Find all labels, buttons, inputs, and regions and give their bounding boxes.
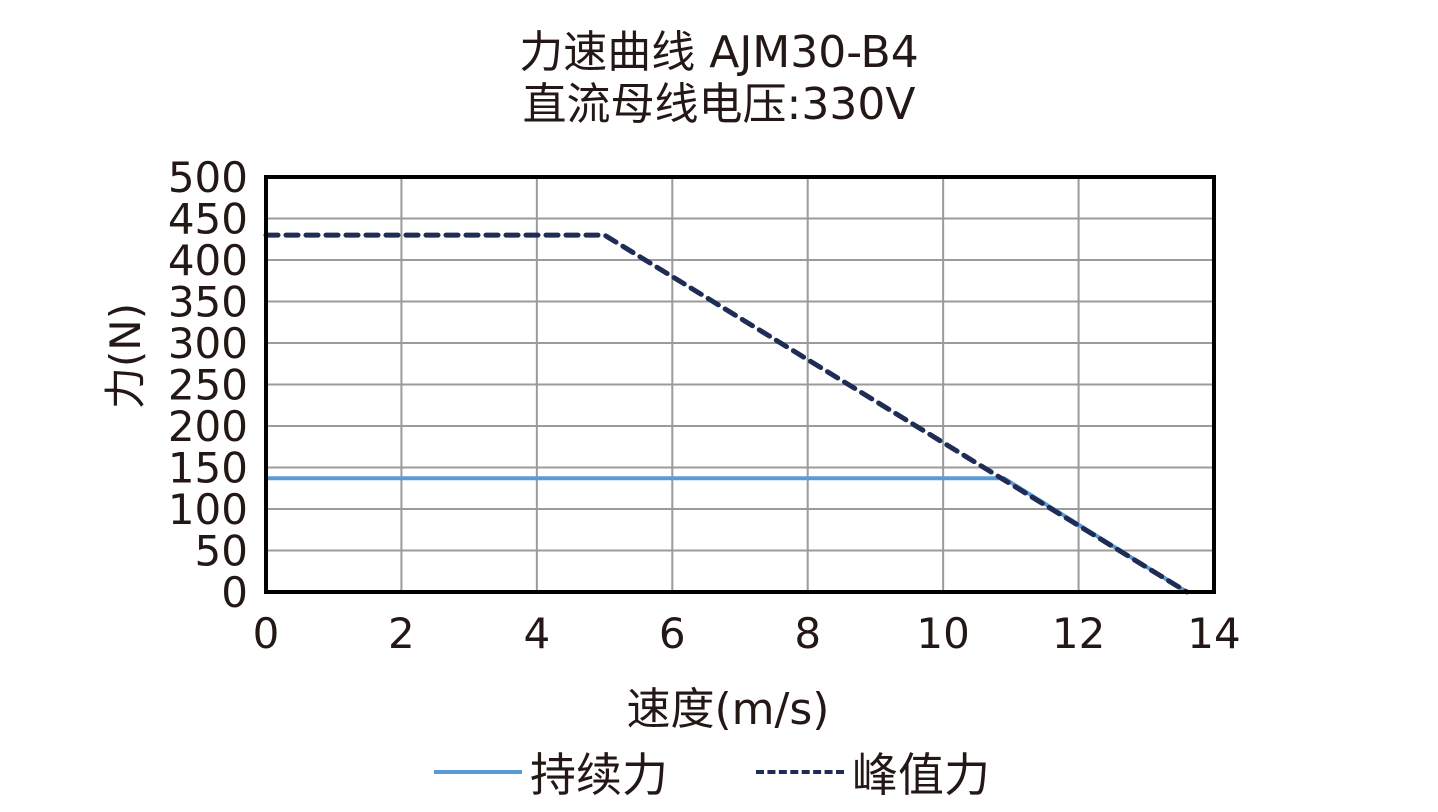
x-tick-label: 6 <box>659 609 686 658</box>
legend-item-peak: 峰值力 <box>756 742 990 802</box>
plot-frame <box>264 175 1216 594</box>
x-tick-label: 14 <box>1187 609 1240 658</box>
grid-lines <box>265 176 1215 593</box>
data-series <box>263 232 1190 595</box>
x-tick-label: 12 <box>1052 609 1105 658</box>
y-tick-label: 0 <box>221 568 248 617</box>
y-tick-label: 300 <box>168 319 248 368</box>
legend-label-continuous: 持续力 <box>530 748 668 802</box>
y-tick-label: 500 <box>168 153 248 202</box>
legend-item-continuous: 持续力 <box>434 742 668 802</box>
x-tick-label: 0 <box>253 609 280 658</box>
legend-swatch-dashed-icon <box>756 770 844 774</box>
y-axis-label: 力(N) <box>101 303 150 409</box>
x-tick-label: 2 <box>388 609 415 658</box>
y-tick-label: 350 <box>168 278 248 327</box>
chart-subtitle: 直流母线电压:330V <box>522 79 916 130</box>
x-tick-label: 4 <box>523 609 550 658</box>
legend-swatch-solid-icon <box>434 770 522 774</box>
series-line-continuous <box>266 476 1188 594</box>
y-tick-label: 50 <box>195 527 248 576</box>
x-tick-label: 8 <box>794 609 821 658</box>
y-tick-label: 250 <box>168 361 248 410</box>
y-tick-label: 100 <box>168 485 248 534</box>
x-axis-label: 速度(m/s) <box>627 684 830 735</box>
x-axis-ticks: 0 2 4 6 8 10 12 14 <box>253 609 1241 658</box>
y-tick-label: 200 <box>168 402 248 451</box>
series-line-peak <box>263 232 1190 595</box>
chart-title: 力速曲线 AJM30-B4 <box>519 27 919 78</box>
y-tick-label: 400 <box>168 236 248 285</box>
y-tick-label: 450 <box>168 195 248 244</box>
x-tick-label: 10 <box>916 609 969 658</box>
y-tick-label: 150 <box>168 444 248 493</box>
legend-label-peak: 峰值力 <box>852 748 990 802</box>
